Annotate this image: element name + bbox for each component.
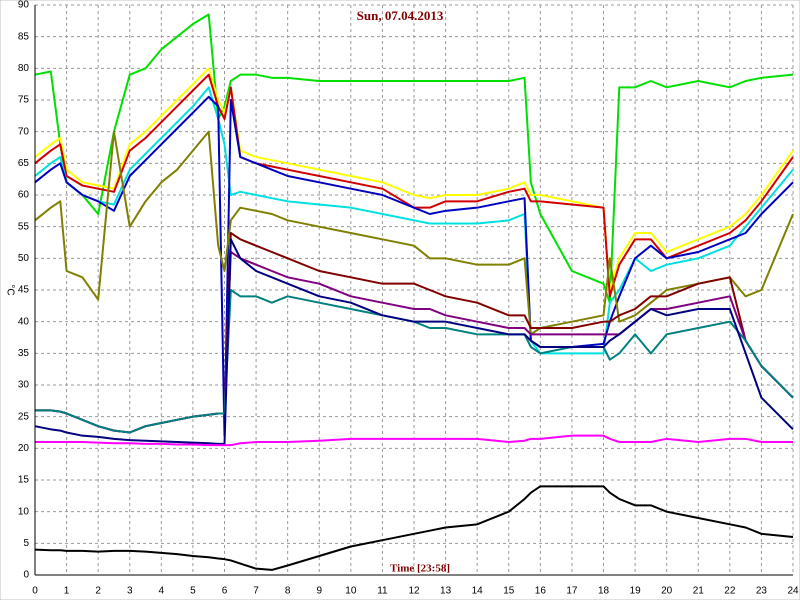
x-tick-label: 20: [661, 586, 673, 597]
series-line: [34, 67, 794, 291]
x-tick-label: 7: [253, 586, 259, 597]
y-tick-label: 45: [18, 285, 30, 296]
y-tick-label: 20: [18, 443, 30, 454]
y-tick-label: 25: [18, 411, 30, 422]
y-axis-label: °C: [4, 284, 15, 295]
y-tick-label: 85: [18, 31, 30, 42]
x-tick-label: 18: [598, 586, 610, 597]
x-tick-label: 6: [222, 586, 228, 597]
x-tick-label: 17: [566, 586, 578, 597]
y-tick-label: 15: [18, 475, 30, 486]
series-line: [34, 95, 794, 437]
x-tick-label: 16: [535, 586, 547, 597]
y-tick-label: 50: [18, 253, 30, 264]
x-tick-label: 10: [345, 586, 357, 597]
y-tick-label: 60: [18, 190, 30, 201]
x-tick-label: 19: [630, 586, 642, 597]
y-tick-label: 40: [18, 316, 30, 327]
x-tick-label: 4: [159, 586, 165, 597]
x-tick-label: 23: [756, 586, 768, 597]
series-line: [34, 485, 794, 571]
y-tick-label: 75: [18, 95, 30, 106]
x-tick-label: 2: [95, 586, 101, 597]
y-tick-label: 65: [18, 158, 30, 169]
series-line: [34, 73, 794, 298]
chart-title: Sun, 07.04.2013: [357, 8, 444, 23]
x-tick-label: 12: [408, 586, 420, 597]
y-tick-label: 70: [18, 126, 30, 137]
y-tick-label: 0: [23, 570, 29, 581]
series-line: [34, 13, 794, 304]
y-tick-label: 90: [18, 0, 30, 11]
x-tick-label: 22: [724, 586, 736, 597]
x-tick-label: 5: [190, 586, 196, 597]
x-tick-label: 0: [32, 586, 38, 597]
series-line: [35, 289, 794, 434]
x-tick-label: 11: [377, 586, 388, 597]
x-tick-label: 3: [127, 586, 133, 597]
x-tick-label: 13: [440, 586, 452, 597]
series-line: [35, 434, 793, 447]
x-axis-label: Time [23:58]: [390, 563, 450, 575]
x-tick-label: 8: [285, 586, 291, 597]
plot-lines: [34, 13, 794, 571]
y-tick-label: 35: [18, 348, 30, 359]
y-tick-label: 10: [18, 506, 30, 517]
x-tick-label: 14: [472, 586, 484, 597]
x-tick-label: 21: [693, 586, 705, 597]
series-line: [34, 238, 794, 445]
x-tick-label: 15: [503, 586, 515, 597]
x-tick-label: 1: [64, 586, 70, 597]
y-tick-label: 5: [23, 538, 29, 549]
y-tick-label: 80: [18, 63, 30, 74]
y-tick-label: 55: [18, 221, 30, 232]
x-tick-label: 24: [787, 586, 799, 597]
y-tick-label: 30: [18, 380, 30, 391]
x-tick-label: 9: [316, 586, 322, 597]
series-line: [34, 130, 794, 336]
